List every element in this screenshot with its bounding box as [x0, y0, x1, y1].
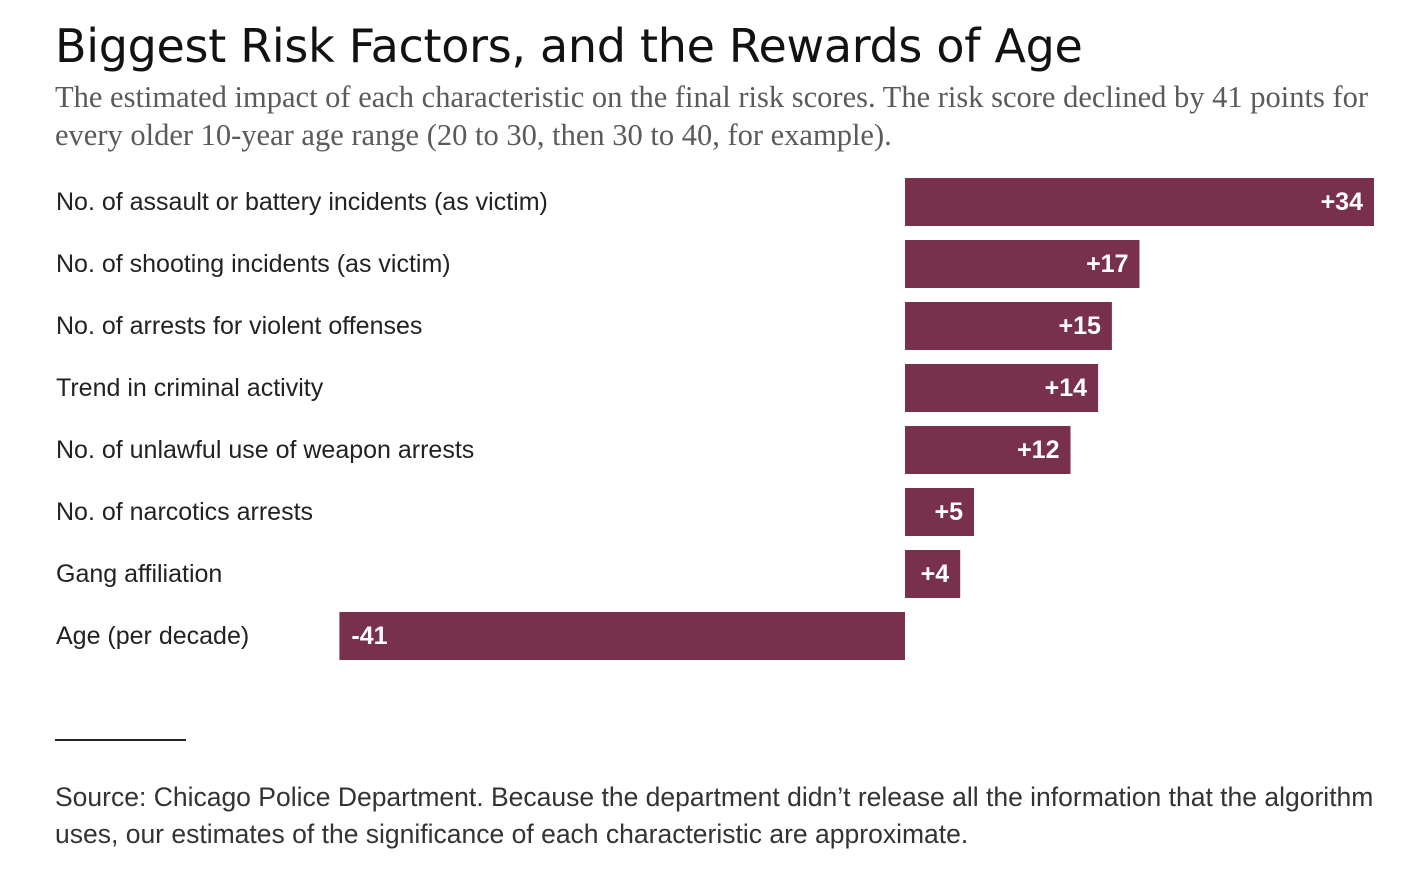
category-label-no-of-arrests-for-violent-offenses: No. of arrests for violent offenses [56, 312, 422, 340]
value-label-trend-in-criminal-activity: +14 [1045, 374, 1088, 402]
bar-no-of-shooting-incidents-as-victim [905, 240, 1140, 288]
category-label-no-of-narcotics-arrests: No. of narcotics arrests [56, 498, 313, 526]
category-label-no-of-assault-or-battery-incidents-as-victim: No. of assault or battery incidents (as … [56, 188, 548, 216]
bar-no-of-narcotics-arrests [905, 488, 974, 536]
bar-no-of-assault-or-battery-incidents-as-victim [905, 178, 1374, 226]
value-label-gang-affiliation: +4 [921, 560, 950, 588]
bar-chart: No. of assault or battery incidents (as … [56, 178, 1374, 660]
source-note: Source: Chicago Police Department. Becau… [55, 782, 1374, 849]
chart-subtitle: The estimated impact of each characteris… [55, 80, 1369, 152]
chart-title: Biggest Risk Factors, and the Rewards of… [55, 19, 1083, 73]
category-label-age-per-decade: Age (per decade) [56, 622, 249, 650]
footer-divider [55, 739, 186, 741]
category-label-gang-affiliation: Gang affiliation [56, 560, 222, 588]
value-label-no-of-assault-or-battery-incidents-as-victim: +34 [1321, 188, 1364, 216]
value-label-no-of-unlawful-use-of-weapon-arrests: +12 [1017, 436, 1059, 464]
bar-gang-affiliation [905, 550, 961, 598]
bar-age-per-decade [339, 612, 905, 660]
value-label-age-per-decade: -41 [351, 622, 387, 650]
category-label-trend-in-criminal-activity: Trend in criminal activity [56, 374, 324, 402]
bar-trend-in-criminal-activity [905, 364, 1099, 412]
bar-no-of-arrests-for-violent-offenses [905, 302, 1112, 350]
value-label-no-of-narcotics-arrests: +5 [934, 498, 963, 526]
value-label-no-of-arrests-for-violent-offenses: +15 [1058, 312, 1101, 340]
value-label-no-of-shooting-incidents-as-victim: +17 [1086, 250, 1128, 278]
bar-no-of-unlawful-use-of-weapon-arrests [905, 426, 1071, 474]
category-label-no-of-shooting-incidents-as-victim: No. of shooting incidents (as victim) [56, 250, 451, 278]
category-label-no-of-unlawful-use-of-weapon-arrests: No. of unlawful use of weapon arrests [56, 436, 474, 464]
